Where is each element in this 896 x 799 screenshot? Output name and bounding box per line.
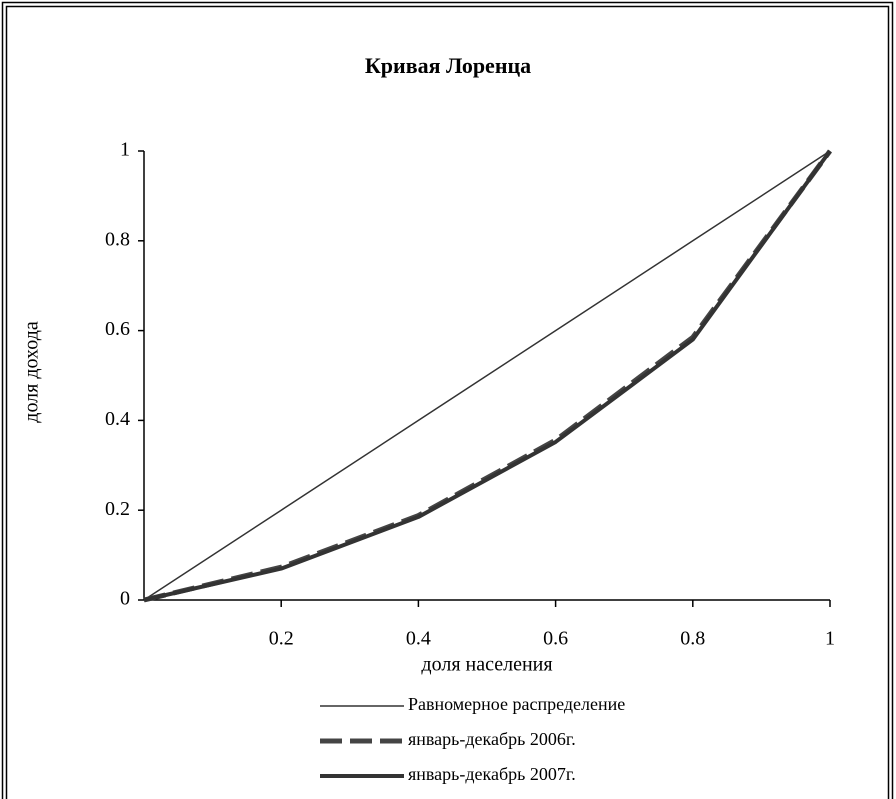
- y-tick-label: 0.2: [105, 498, 130, 520]
- legend-label: январь-декабрь 2007г.: [408, 764, 576, 784]
- legend-label: январь-декабрь 2006г.: [408, 729, 576, 749]
- series-line: [143, 150, 831, 601]
- chart-title: Кривая Лоренца: [365, 53, 531, 78]
- y-axis-label: доля дохода: [21, 321, 43, 423]
- legend-label: Равномерное распределение: [408, 694, 625, 714]
- y-tick-label: 0.8: [105, 228, 130, 250]
- x-tick-label: 0.4: [406, 628, 431, 650]
- y-tick-label: 0.6: [105, 318, 130, 340]
- y-tick-label: 1: [120, 139, 130, 161]
- frame-inner: [5, 5, 890, 799]
- x-axis-label: доля населения: [421, 654, 552, 676]
- x-tick-label: 0.6: [543, 628, 568, 650]
- y-tick-label: 0: [120, 588, 130, 610]
- x-tick-label: 0.8: [680, 628, 705, 650]
- x-tick-label: 1: [825, 628, 835, 650]
- y-tick-label: 0.4: [105, 408, 130, 430]
- series-line: [143, 149, 832, 602]
- x-tick-label: 0.2: [269, 628, 294, 650]
